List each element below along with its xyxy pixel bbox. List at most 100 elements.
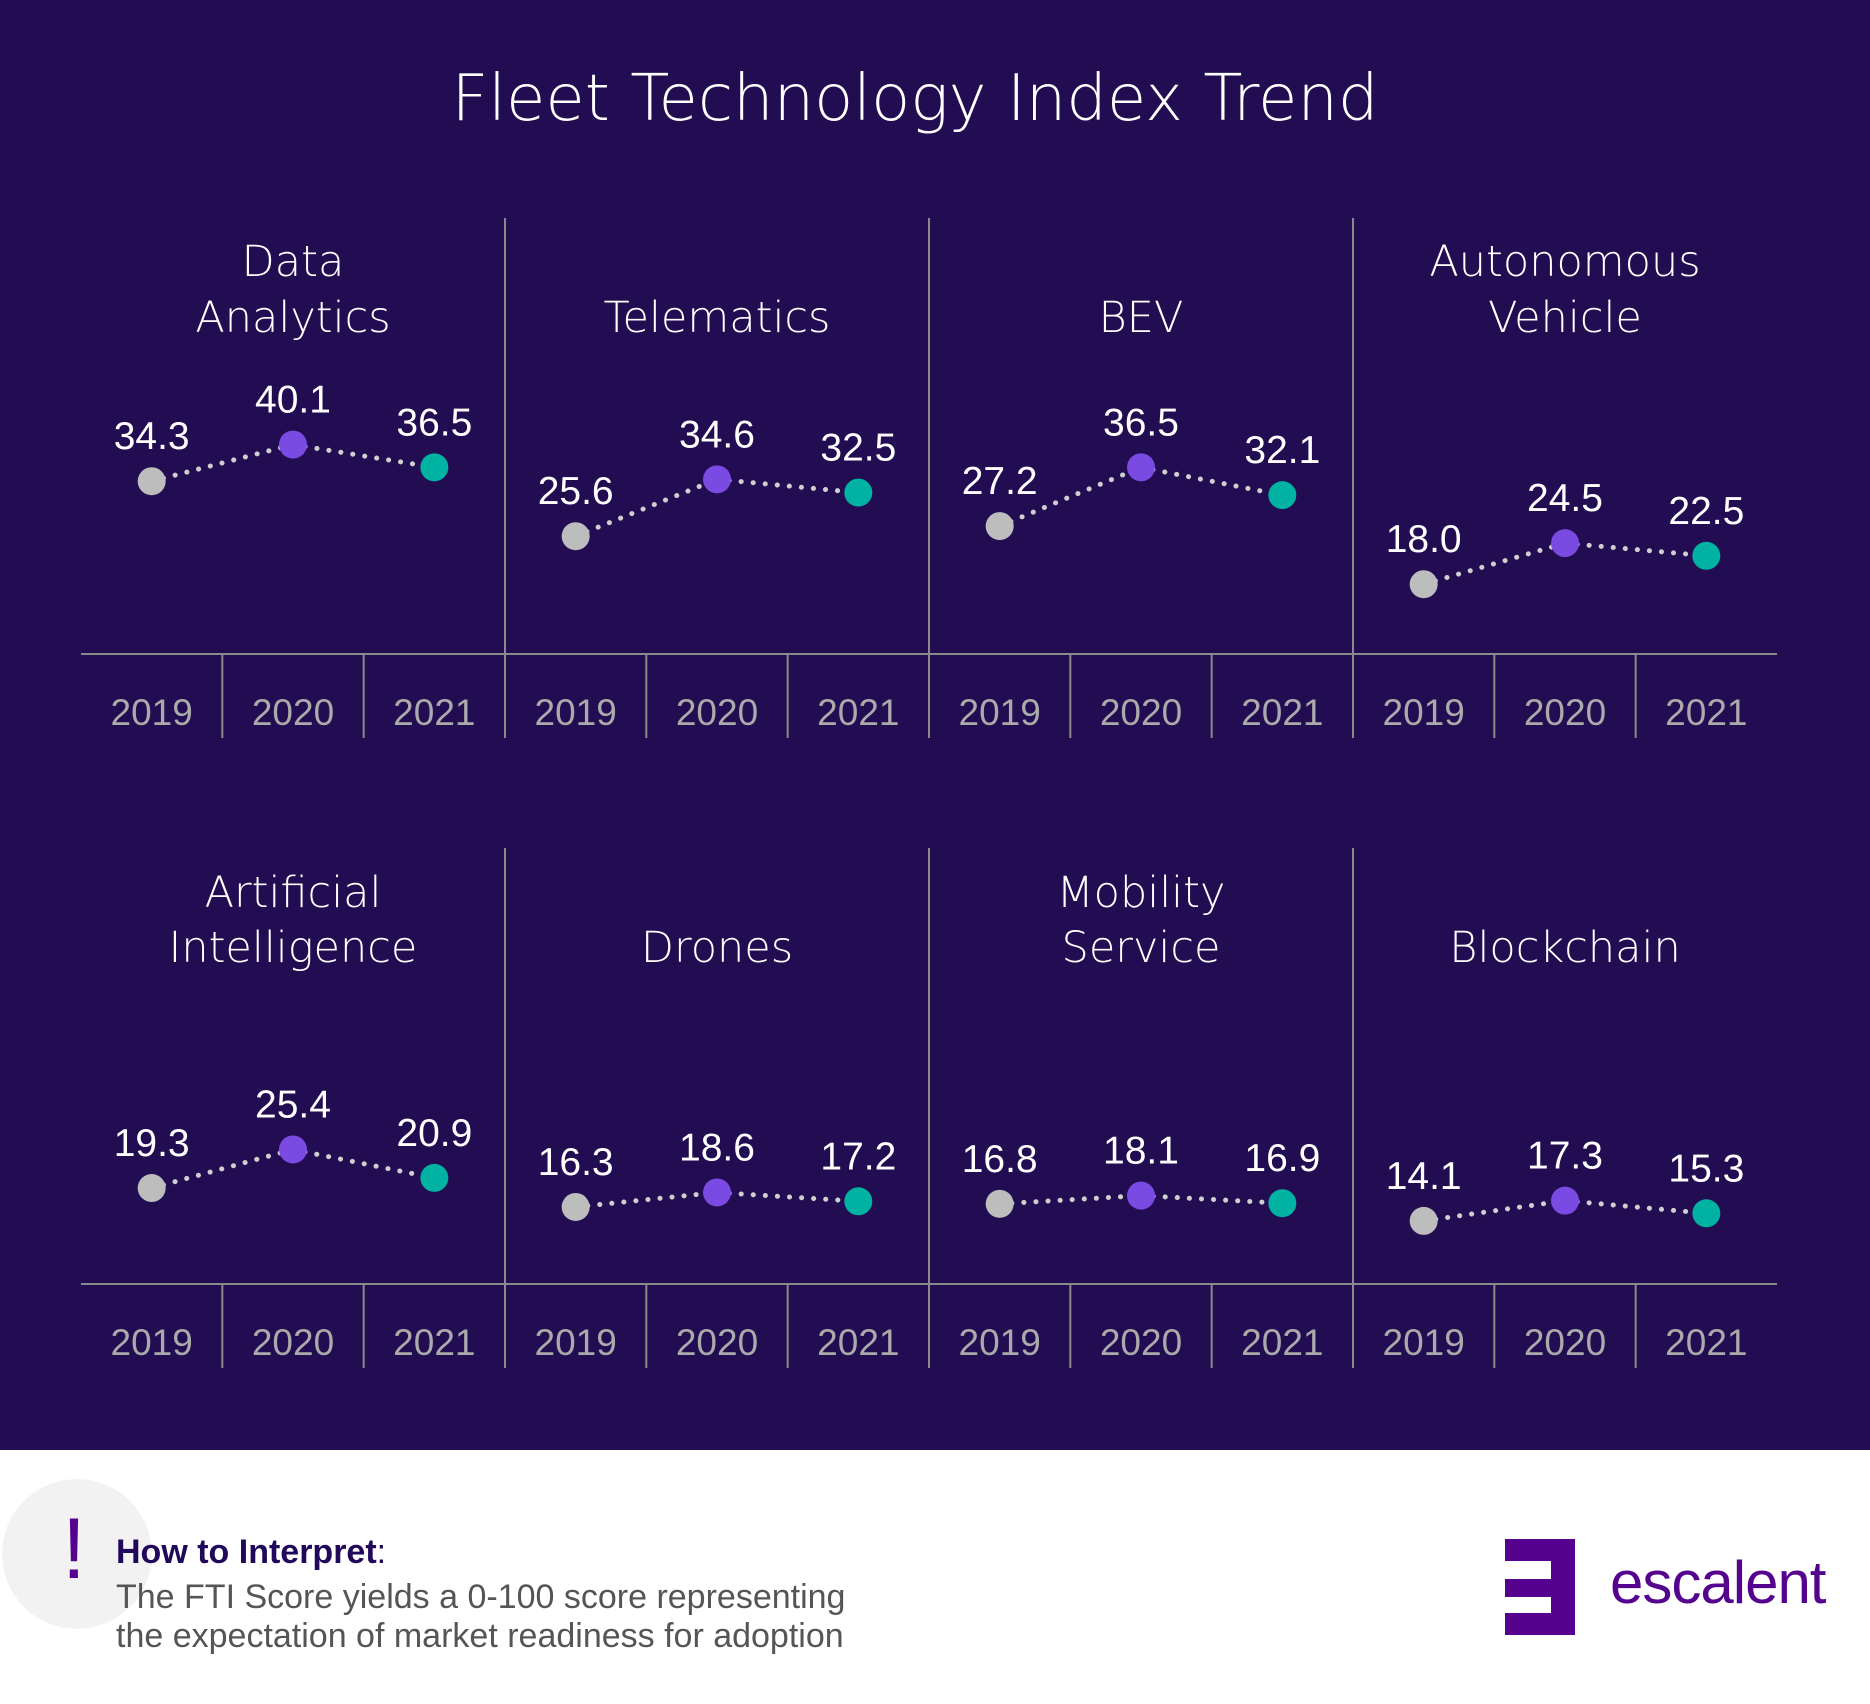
year-label: 2020	[676, 1322, 758, 1363]
year-label: 2020	[1100, 1322, 1182, 1363]
data-point-2020	[703, 1178, 731, 1207]
data-label: 34.3	[114, 415, 190, 458]
data-label: 40.1	[255, 379, 331, 422]
panel-title: Intelligence	[169, 923, 418, 973]
data-label: 15.3	[1668, 1147, 1744, 1190]
data-point-2019	[1409, 570, 1438, 599]
data-label: 17.2	[820, 1135, 896, 1178]
note-heading-text: How to Interpret	[116, 1533, 377, 1571]
data-label: 16.8	[962, 1138, 1038, 1181]
data-point-2019	[985, 1189, 1014, 1218]
year-label: 2021	[817, 692, 899, 733]
panel-title: Mobility	[1057, 868, 1226, 918]
data-label: 34.6	[679, 413, 755, 456]
data-label: 18.1	[1103, 1130, 1179, 1173]
panel-title: BEV	[1099, 293, 1184, 343]
panel-title: Analytics	[195, 293, 390, 343]
panel-title: Drones	[641, 923, 793, 973]
data-label: 22.5	[1668, 490, 1744, 533]
panel-title: Vehicle	[1488, 293, 1642, 343]
data-point-2019	[137, 467, 166, 496]
data-point-2020	[1127, 1181, 1155, 1210]
year-label: 2021	[393, 692, 475, 733]
data-point-2020	[1551, 1186, 1579, 1215]
data-point-2021	[420, 1163, 449, 1192]
connector-line	[714, 476, 861, 496]
connector-line	[1421, 540, 1568, 587]
panel-title: Artificial	[205, 868, 382, 918]
connector-line	[1138, 1193, 1285, 1206]
year-label: 2021	[393, 1322, 475, 1363]
connector-line	[573, 1189, 720, 1210]
year-label: 2019	[959, 692, 1041, 733]
data-point-2020	[1127, 453, 1155, 482]
data-point-2019	[561, 522, 590, 551]
data-point-2020	[1551, 529, 1579, 558]
connector-line	[290, 1146, 437, 1181]
note-line: the expectation of market readiness for …	[116, 1617, 844, 1655]
note-circle	[2, 1479, 152, 1629]
data-label: 18.6	[679, 1126, 755, 1169]
connector-line	[1562, 1198, 1709, 1216]
year-label: 2020	[1100, 692, 1182, 733]
note-body: The FTI Score yields a 0-100 score repre…	[116, 1578, 1016, 1656]
data-label: 24.5	[1527, 477, 1603, 520]
data-point-2021	[1692, 541, 1721, 570]
chart-title: Fleet Technology Index Trend	[451, 62, 1379, 136]
year-label: 2021	[1241, 1322, 1323, 1363]
data-point-2019	[1409, 1206, 1438, 1235]
data-label: 16.9	[1244, 1137, 1320, 1180]
data-point-2019	[137, 1174, 166, 1203]
escalent-logo-text: escalent	[1610, 1549, 1826, 1616]
connector-line	[149, 442, 296, 484]
year-label: 2019	[111, 692, 193, 733]
panel-title: Blockchain	[1449, 923, 1680, 973]
year-label: 2021	[1241, 692, 1323, 733]
data-label: 36.5	[1103, 401, 1179, 444]
data-label: 17.3	[1527, 1135, 1603, 1178]
data-label: 19.3	[114, 1122, 190, 1165]
year-label: 2019	[111, 1322, 193, 1363]
data-point-2020	[279, 1135, 307, 1164]
connector-line	[997, 464, 1144, 529]
year-label: 2020	[1524, 692, 1606, 733]
data-label: 20.9	[396, 1112, 472, 1155]
data-point-2021	[420, 453, 449, 482]
connector-line	[149, 1146, 296, 1191]
data-label: 32.1	[1244, 429, 1320, 472]
year-label: 2020	[252, 1322, 334, 1363]
data-point-2020	[703, 465, 731, 494]
data-label: 25.6	[538, 470, 614, 513]
data-point-2019	[561, 1192, 590, 1221]
year-label: 2021	[817, 1322, 899, 1363]
small-multiples-chart: Data Analytics 34.3 2019 40.1 2020 36.5 2021 Tel…	[81, 218, 1777, 1368]
data-label: 27.2	[962, 460, 1038, 503]
data-point-2020	[279, 430, 307, 459]
year-label: 2019	[1383, 1322, 1465, 1363]
note-heading: How to Interpret:	[116, 1533, 386, 1572]
connector-line	[290, 442, 437, 470]
data-label: 16.3	[538, 1141, 614, 1184]
year-label: 2020	[676, 692, 758, 733]
year-label: 2021	[1665, 692, 1747, 733]
connector-line	[997, 1193, 1144, 1207]
data-point-2021	[1268, 481, 1297, 510]
exclamation-icon: !	[62, 1501, 86, 1597]
data-point-2019	[985, 512, 1014, 541]
panel-title: Telematics	[604, 293, 831, 343]
year-label: 2020	[252, 692, 334, 733]
connector-line	[1421, 1198, 1568, 1224]
connector-line	[573, 476, 720, 539]
panel-title: Service	[1062, 923, 1221, 973]
panel-title: Data	[242, 237, 345, 287]
year-label: 2019	[959, 1322, 1041, 1363]
data-label: 14.1	[1386, 1155, 1462, 1198]
data-point-2021	[844, 478, 873, 507]
data-point-2021	[1692, 1199, 1721, 1228]
escalent-logo-icon	[1505, 1539, 1575, 1635]
year-label: 2019	[535, 692, 617, 733]
note-colon: :	[376, 1533, 387, 1571]
connector-line	[1562, 540, 1709, 559]
connector-line	[714, 1189, 861, 1204]
note-line: The FTI Score yields a 0-100 score repre…	[116, 1578, 846, 1616]
